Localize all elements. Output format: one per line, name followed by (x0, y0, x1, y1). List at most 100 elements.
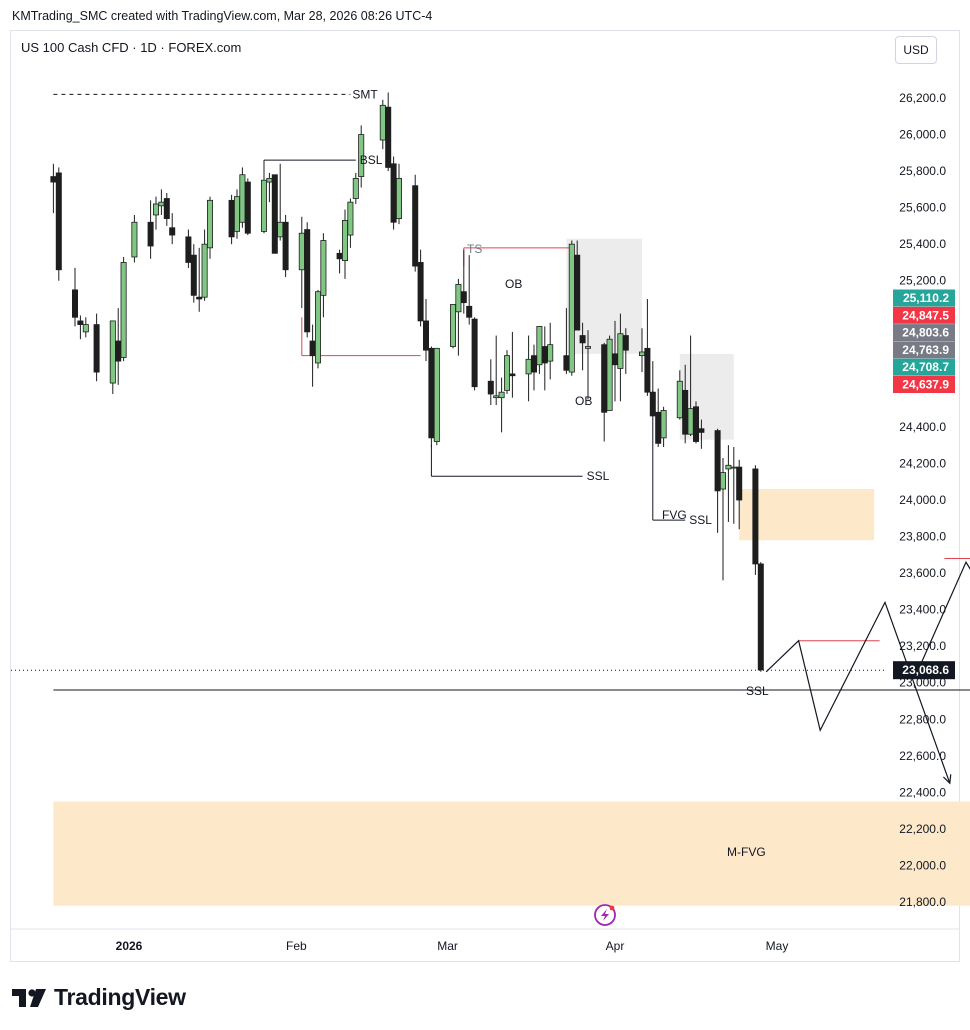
candle-body-down (185, 236, 192, 263)
candle-body-up (239, 174, 246, 223)
candle-body-down (77, 320, 84, 325)
candle-body-down (309, 340, 316, 357)
price-tag (893, 358, 955, 376)
candle-body-down (412, 185, 419, 267)
candle-body-up (536, 326, 543, 366)
candle (698, 419, 705, 449)
candle-body-up (109, 320, 116, 384)
y-tick-label: 22,600.0 (899, 749, 946, 763)
y-tick-label: 22,400.0 (899, 785, 946, 799)
y-tick-label: 24,400.0 (899, 420, 946, 434)
candle (82, 317, 89, 338)
candle-body-up (639, 351, 646, 357)
candle (536, 326, 543, 374)
candle-body-up (82, 324, 89, 333)
level-label-ssl: SSL (587, 469, 610, 483)
candle-body-up (730, 466, 737, 469)
candle-body-up (152, 203, 159, 216)
currency-button[interactable]: USD (895, 36, 937, 64)
zone-fvg (739, 489, 875, 541)
candle (574, 240, 581, 331)
candle (395, 163, 402, 225)
price-tag (893, 306, 955, 324)
candle (649, 361, 656, 417)
lightning-icon-ring (594, 904, 616, 926)
candle (422, 299, 429, 362)
lightning-icon (594, 904, 616, 926)
candle (196, 247, 203, 312)
candle (120, 256, 127, 362)
candle-body-down (282, 221, 289, 271)
candle-body-up (120, 262, 127, 358)
candle-body-down (93, 324, 100, 373)
candle (152, 196, 159, 230)
candle-body-up (660, 410, 667, 439)
candle-body-up (358, 134, 365, 177)
tradingview-logo[interactable]: TradingView (12, 984, 186, 1011)
candle-body-up (503, 355, 510, 391)
candle-body-up (201, 243, 208, 298)
candle (260, 160, 267, 234)
candle (622, 328, 629, 374)
candle (449, 304, 456, 349)
candle-body-up (725, 464, 732, 470)
y-tick-label: 22,000.0 (899, 858, 946, 872)
candle-body-up (314, 291, 321, 364)
chart-caption: KMTrading_SMC created with TradingView.c… (12, 9, 433, 23)
symbol-label[interactable]: US 100 Cash CFD · 1D · FOREX.com (21, 40, 242, 55)
candle (271, 174, 278, 254)
brand-name: TradingView (54, 984, 186, 1010)
candle-body-down (649, 391, 656, 417)
candle-body-up (547, 344, 554, 362)
candle-body-up (352, 177, 359, 199)
candle (304, 222, 311, 338)
candle-body-up (341, 220, 348, 262)
candle-body-down (163, 198, 170, 220)
projection-path-2 (916, 560, 970, 673)
level-label-ssl: SSL (689, 513, 712, 527)
candle (206, 196, 213, 259)
candle-body-down (390, 163, 397, 223)
candle-body-up (687, 408, 694, 435)
y-tick-label: 23,600.0 (899, 566, 946, 580)
candle (390, 156, 397, 230)
candle (347, 198, 354, 248)
candle-body-down (466, 305, 473, 318)
candle (720, 457, 727, 581)
candle-body-down (682, 389, 689, 435)
candle-body-down (736, 466, 743, 501)
y-tick-label: 22,200.0 (899, 822, 946, 836)
y-tick-label: 26,000.0 (899, 128, 946, 142)
price-tag-label: 24,637.9 (902, 378, 949, 392)
candle-body-up (131, 221, 138, 258)
candle-body-down (460, 291, 467, 304)
level-label-bsl: BSL (360, 153, 383, 167)
candle-body-down (487, 380, 494, 395)
candle-body-up (585, 346, 592, 349)
level-label-smt: SMT (352, 87, 378, 101)
candle-body-up (606, 338, 613, 411)
y-tick-label: 25,400.0 (899, 237, 946, 251)
x-tick-label: 2026 (116, 939, 143, 953)
candle-body-up (568, 243, 575, 373)
candle (509, 331, 516, 398)
candle (385, 92, 392, 172)
zone-label-fvg: FVG (662, 508, 687, 522)
price-tag (893, 289, 955, 307)
candle-body-down (752, 468, 759, 565)
candle-body-up (158, 201, 165, 207)
candle-body-up (266, 177, 273, 183)
candle (644, 299, 651, 396)
candle (466, 255, 473, 325)
candle-body-up (676, 380, 683, 419)
plot-area (11, 62, 970, 928)
candle-body-down (509, 373, 516, 377)
y-tick-label: 23,400.0 (899, 603, 946, 617)
y-tick-label: 21,800.0 (899, 895, 946, 909)
price-tag-label: 24,708.7 (902, 360, 949, 374)
lightning-icon-bolt (601, 909, 609, 921)
price-tag-label: 25,110.2 (903, 291, 949, 305)
candle-body-down (72, 289, 79, 318)
candle-body-up (233, 196, 240, 232)
